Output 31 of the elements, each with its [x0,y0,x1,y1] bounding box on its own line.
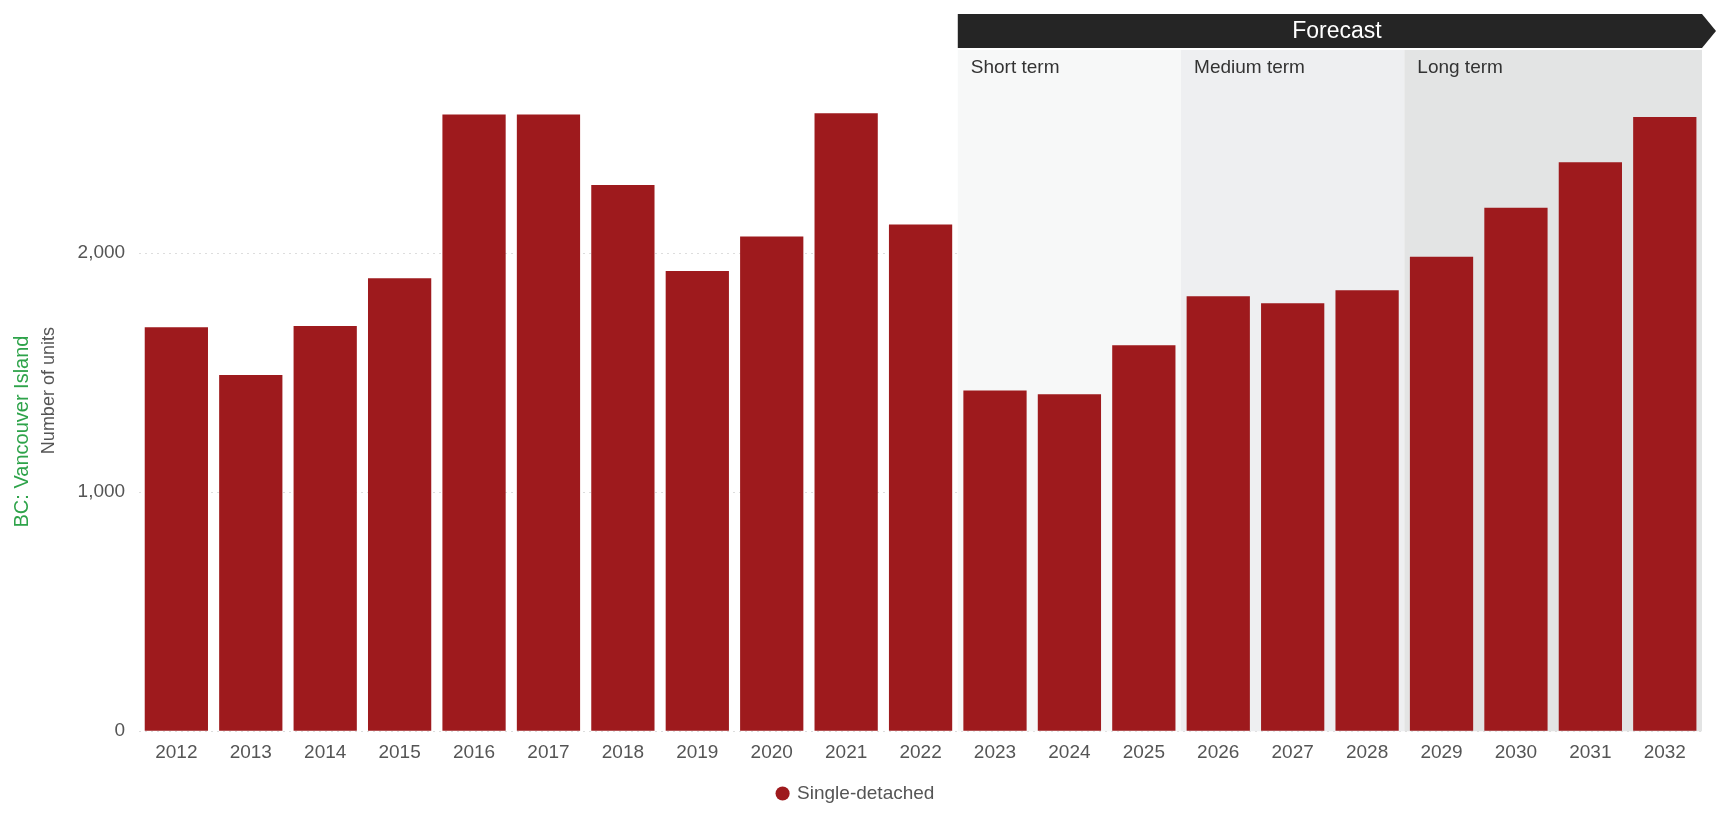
y-tick-label: 0 [114,719,126,741]
x-tick-label: 2020 [750,740,793,762]
x-tick-label: 2016 [452,740,496,762]
band-label: Short term [970,55,1060,77]
x-tick-label: 2032 [1643,740,1686,762]
band-label: Long term [1417,55,1503,77]
x-tick-label: 2023 [973,740,1017,762]
x-tick-label: 2019 [676,740,719,762]
x-tick-label: 2029 [1420,740,1463,762]
x-tick-label: 2026 [1197,740,1240,762]
x-tick-label: 2018 [601,740,645,762]
y-axis-title: Number of units [37,327,58,455]
x-tick-label: 2012 [155,740,198,762]
x-tick-label: 2024 [1048,740,1091,762]
x-tick-label: 2025 [1122,740,1165,762]
x-tick-label: 2015 [378,740,421,762]
x-tick-label: 2022 [899,740,942,762]
x-tick-label: 2031 [1569,740,1612,762]
x-tick-label: 2030 [1494,740,1538,762]
x-tick-label: 2017 [527,740,570,762]
y-tick-label: 2,000 [77,241,126,263]
text: BC: Vancouver Island [9,335,32,528]
legend-label: Single-detached [797,781,935,803]
x-tick-label: 2021 [825,740,868,762]
x-tick-label: 2013 [229,740,272,762]
x-tick-label: 2028 [1345,740,1389,762]
x-tick-label: 2027 [1271,740,1314,762]
y-tick-label: 1,000 [77,480,126,502]
band-label: Medium term [1194,55,1305,77]
text: Forecast [1292,17,1383,44]
x-tick-label: 2014 [304,740,347,762]
